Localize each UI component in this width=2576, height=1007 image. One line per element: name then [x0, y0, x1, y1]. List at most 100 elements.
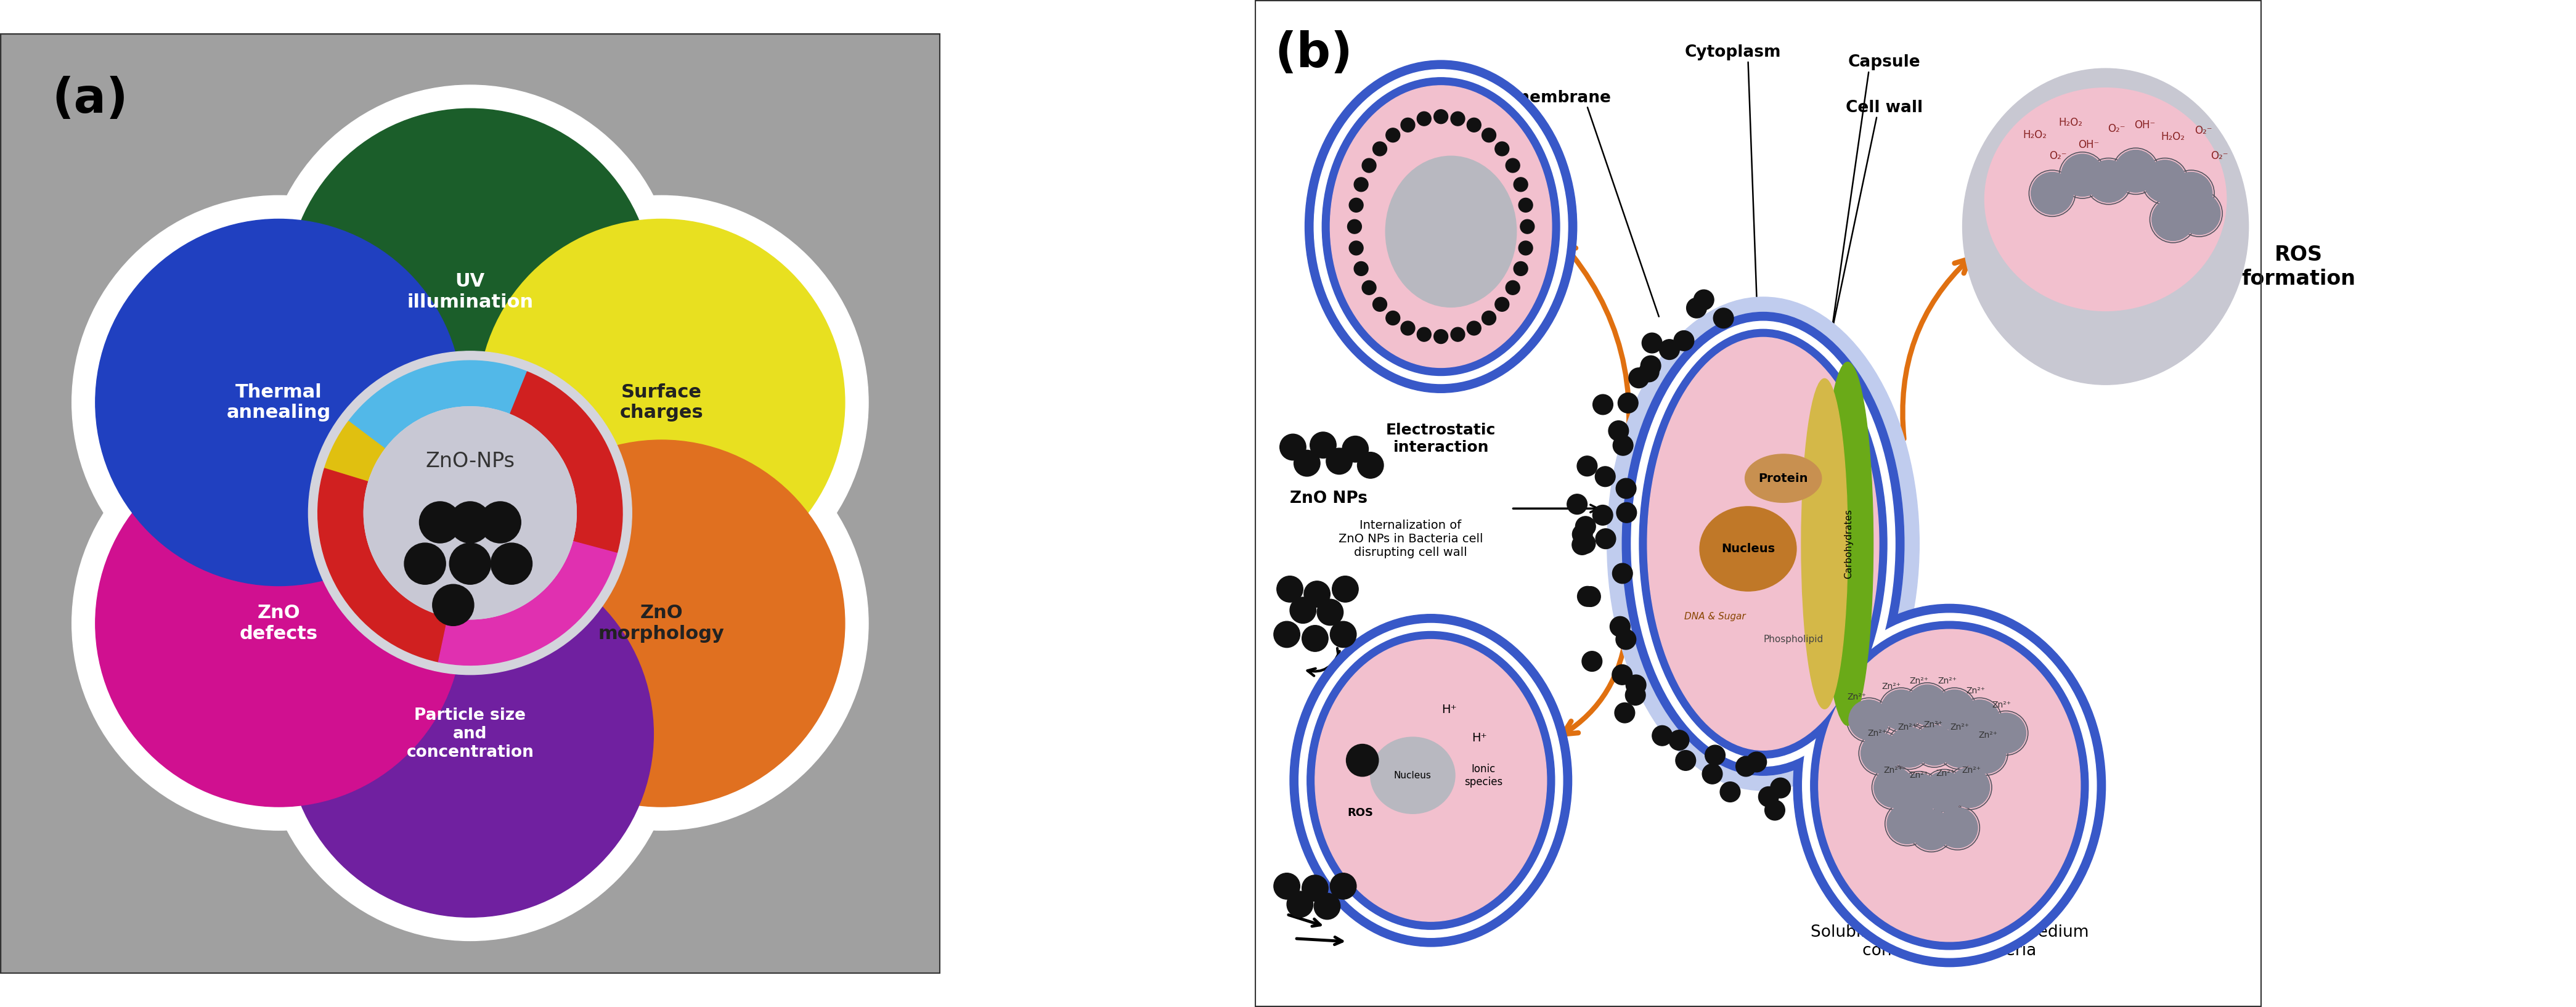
Circle shape — [2087, 160, 2130, 202]
Circle shape — [2179, 192, 2221, 235]
Circle shape — [1293, 450, 1319, 476]
Ellipse shape — [1819, 629, 2081, 942]
Ellipse shape — [1821, 363, 1873, 725]
Circle shape — [1592, 395, 1613, 415]
Ellipse shape — [1329, 86, 1551, 368]
Circle shape — [1937, 808, 1978, 848]
Ellipse shape — [1649, 337, 1878, 750]
Circle shape — [1641, 355, 1662, 376]
Circle shape — [1571, 525, 1592, 545]
Text: Zn²⁺: Zn²⁺ — [1937, 769, 1955, 777]
Circle shape — [72, 417, 487, 830]
Ellipse shape — [1370, 737, 1455, 814]
Circle shape — [1965, 733, 2007, 773]
Circle shape — [1759, 786, 1777, 807]
Text: Zn²⁺: Zn²⁺ — [1950, 723, 1968, 731]
Ellipse shape — [1623, 312, 1904, 775]
Circle shape — [1507, 281, 1520, 295]
Text: Protein: Protein — [1759, 472, 1808, 484]
Text: Zn²⁺: Zn²⁺ — [1937, 677, 1958, 685]
Circle shape — [2030, 172, 2074, 214]
Circle shape — [1703, 764, 1723, 784]
Text: Zn²⁺: Zn²⁺ — [1847, 693, 1868, 701]
Circle shape — [2143, 160, 2187, 202]
Circle shape — [286, 551, 654, 917]
Circle shape — [1288, 891, 1314, 917]
Circle shape — [1373, 142, 1386, 156]
Text: O₂⁻: O₂⁻ — [2195, 125, 2213, 137]
Text: OH⁻: OH⁻ — [2136, 119, 2156, 131]
Text: Zn²⁺: Zn²⁺ — [1909, 771, 1929, 779]
Circle shape — [1350, 198, 1363, 212]
Wedge shape — [348, 361, 528, 448]
Ellipse shape — [1631, 321, 1896, 766]
Circle shape — [448, 543, 492, 584]
Circle shape — [72, 195, 487, 609]
Ellipse shape — [1386, 156, 1517, 307]
Ellipse shape — [1793, 604, 2105, 967]
Circle shape — [1520, 220, 1535, 234]
Circle shape — [1618, 502, 1636, 523]
Text: H⁺: H⁺ — [1471, 732, 1486, 744]
Text: Solubility of Zn²⁺ into the medium
contains the baeteria: Solubility of Zn²⁺ into the medium conta… — [1811, 924, 2089, 959]
Circle shape — [1935, 690, 1976, 730]
Text: Zn²⁺: Zn²⁺ — [1963, 766, 1981, 774]
Text: DNA & Sugar: DNA & Sugar — [1685, 611, 1747, 621]
Text: Particle size
and
concentration: Particle size and concentration — [407, 707, 533, 760]
Circle shape — [1577, 534, 1595, 554]
Text: Nucleus: Nucleus — [1721, 543, 1775, 555]
Circle shape — [1358, 452, 1383, 478]
Circle shape — [1571, 535, 1592, 555]
Circle shape — [1273, 621, 1301, 648]
Text: Ionic
species: Ionic species — [1463, 763, 1502, 787]
Circle shape — [1960, 700, 1999, 740]
Text: Zn²⁺: Zn²⁺ — [1978, 731, 1996, 739]
Ellipse shape — [1638, 329, 1888, 758]
Text: (a): (a) — [52, 76, 129, 123]
Circle shape — [1850, 700, 1888, 740]
Circle shape — [1303, 581, 1329, 607]
Circle shape — [1914, 725, 1955, 765]
Text: H₂O₂: H₂O₂ — [2161, 131, 2184, 143]
Text: ROS: ROS — [1347, 807, 1373, 819]
Text: ZnO
morphology: ZnO morphology — [598, 604, 724, 642]
Circle shape — [1342, 436, 1368, 462]
Circle shape — [1435, 329, 1448, 343]
Circle shape — [1582, 586, 1600, 606]
Circle shape — [1940, 727, 1978, 767]
Circle shape — [1911, 810, 1953, 850]
Circle shape — [1770, 777, 1790, 798]
Circle shape — [1273, 873, 1301, 899]
Circle shape — [433, 584, 474, 625]
Circle shape — [1373, 297, 1386, 311]
Circle shape — [2115, 150, 2156, 192]
Circle shape — [1674, 330, 1695, 350]
Circle shape — [1355, 177, 1368, 191]
Circle shape — [286, 109, 654, 475]
Circle shape — [1386, 128, 1399, 142]
Circle shape — [1618, 393, 1638, 413]
Ellipse shape — [1306, 60, 1577, 393]
Circle shape — [1736, 756, 1757, 776]
Circle shape — [1950, 767, 1989, 808]
Text: Phospholipid: Phospholipid — [1765, 634, 1824, 644]
Ellipse shape — [1963, 68, 2249, 385]
Circle shape — [1607, 421, 1628, 441]
Circle shape — [1278, 576, 1303, 602]
Circle shape — [1301, 625, 1329, 652]
Circle shape — [1329, 621, 1358, 648]
Circle shape — [1721, 781, 1741, 802]
Text: ZnO-NPs: ZnO-NPs — [425, 451, 515, 471]
Circle shape — [453, 417, 868, 830]
Circle shape — [1363, 158, 1376, 172]
Text: ROS: ROS — [1383, 910, 1437, 931]
Circle shape — [363, 407, 577, 619]
Circle shape — [1316, 599, 1342, 625]
Circle shape — [1386, 311, 1399, 325]
Circle shape — [1481, 128, 1497, 142]
Text: Electrostatic
interaction: Electrostatic interaction — [1386, 423, 1497, 455]
Ellipse shape — [1316, 639, 1546, 921]
Circle shape — [2169, 172, 2213, 214]
Circle shape — [1713, 308, 1734, 328]
Circle shape — [1280, 434, 1306, 460]
